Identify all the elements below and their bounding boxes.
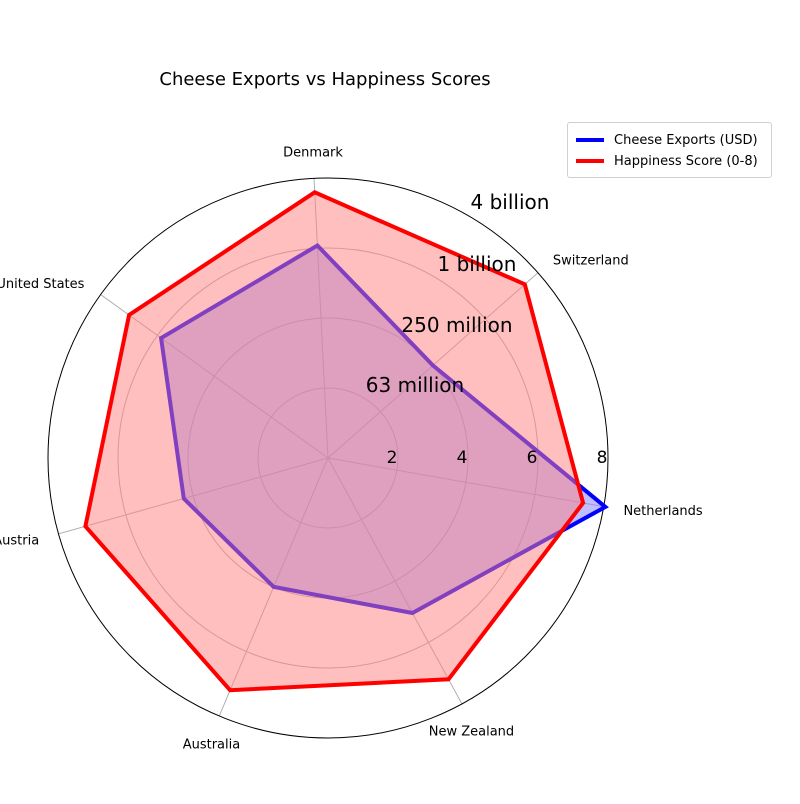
radial-tick-exports-3: 1 billion (438, 252, 517, 276)
radial-tick-exports-1: 63 million (366, 373, 464, 397)
category-label-united-states: United States (0, 277, 85, 292)
radial-tick-happiness-2: 4 (457, 448, 468, 468)
legend-item-exports: Cheese Exports (USD) (576, 130, 758, 150)
series-layer (83, 190, 609, 693)
legend-label-happiness: Happiness Score (0-8) (614, 153, 758, 169)
legend-item-happiness: Happiness Score (0-8) (576, 151, 758, 171)
category-label-denmark: Denmark (283, 145, 343, 160)
chart-title: Cheese Exports vs Happiness Scores (159, 69, 490, 90)
category-label-netherlands: Netherlands (623, 504, 702, 519)
radial-tick-exports-4: 4 billion (471, 190, 550, 214)
label-layer: Netherlands Switzerland Denmark United Stat… (0, 145, 703, 752)
legend-swatch-happiness (576, 159, 604, 163)
category-label-australia: Australia (183, 737, 241, 752)
series-fill-2 (85, 192, 584, 691)
radial-tick-exports-2: 250 million (401, 313, 512, 337)
outer-frame (47, 177, 609, 739)
category-label-austria: Austria (0, 533, 39, 548)
series-line-2 (83, 190, 586, 693)
legend: Cheese Exports (USD) Happiness Score (0-… (567, 122, 772, 178)
radial-tick-happiness-1: 2 (387, 448, 398, 468)
legend-swatch-exports (576, 138, 604, 142)
legend-label-exports: Cheese Exports (USD) (614, 132, 758, 148)
radial-tick-happiness-3: 6 (527, 448, 538, 468)
radial-tick-happiness-4: 8 (597, 448, 608, 468)
category-label-switzerland: Switzerland (553, 253, 629, 268)
category-label-new-zealand: New Zealand (429, 724, 514, 739)
